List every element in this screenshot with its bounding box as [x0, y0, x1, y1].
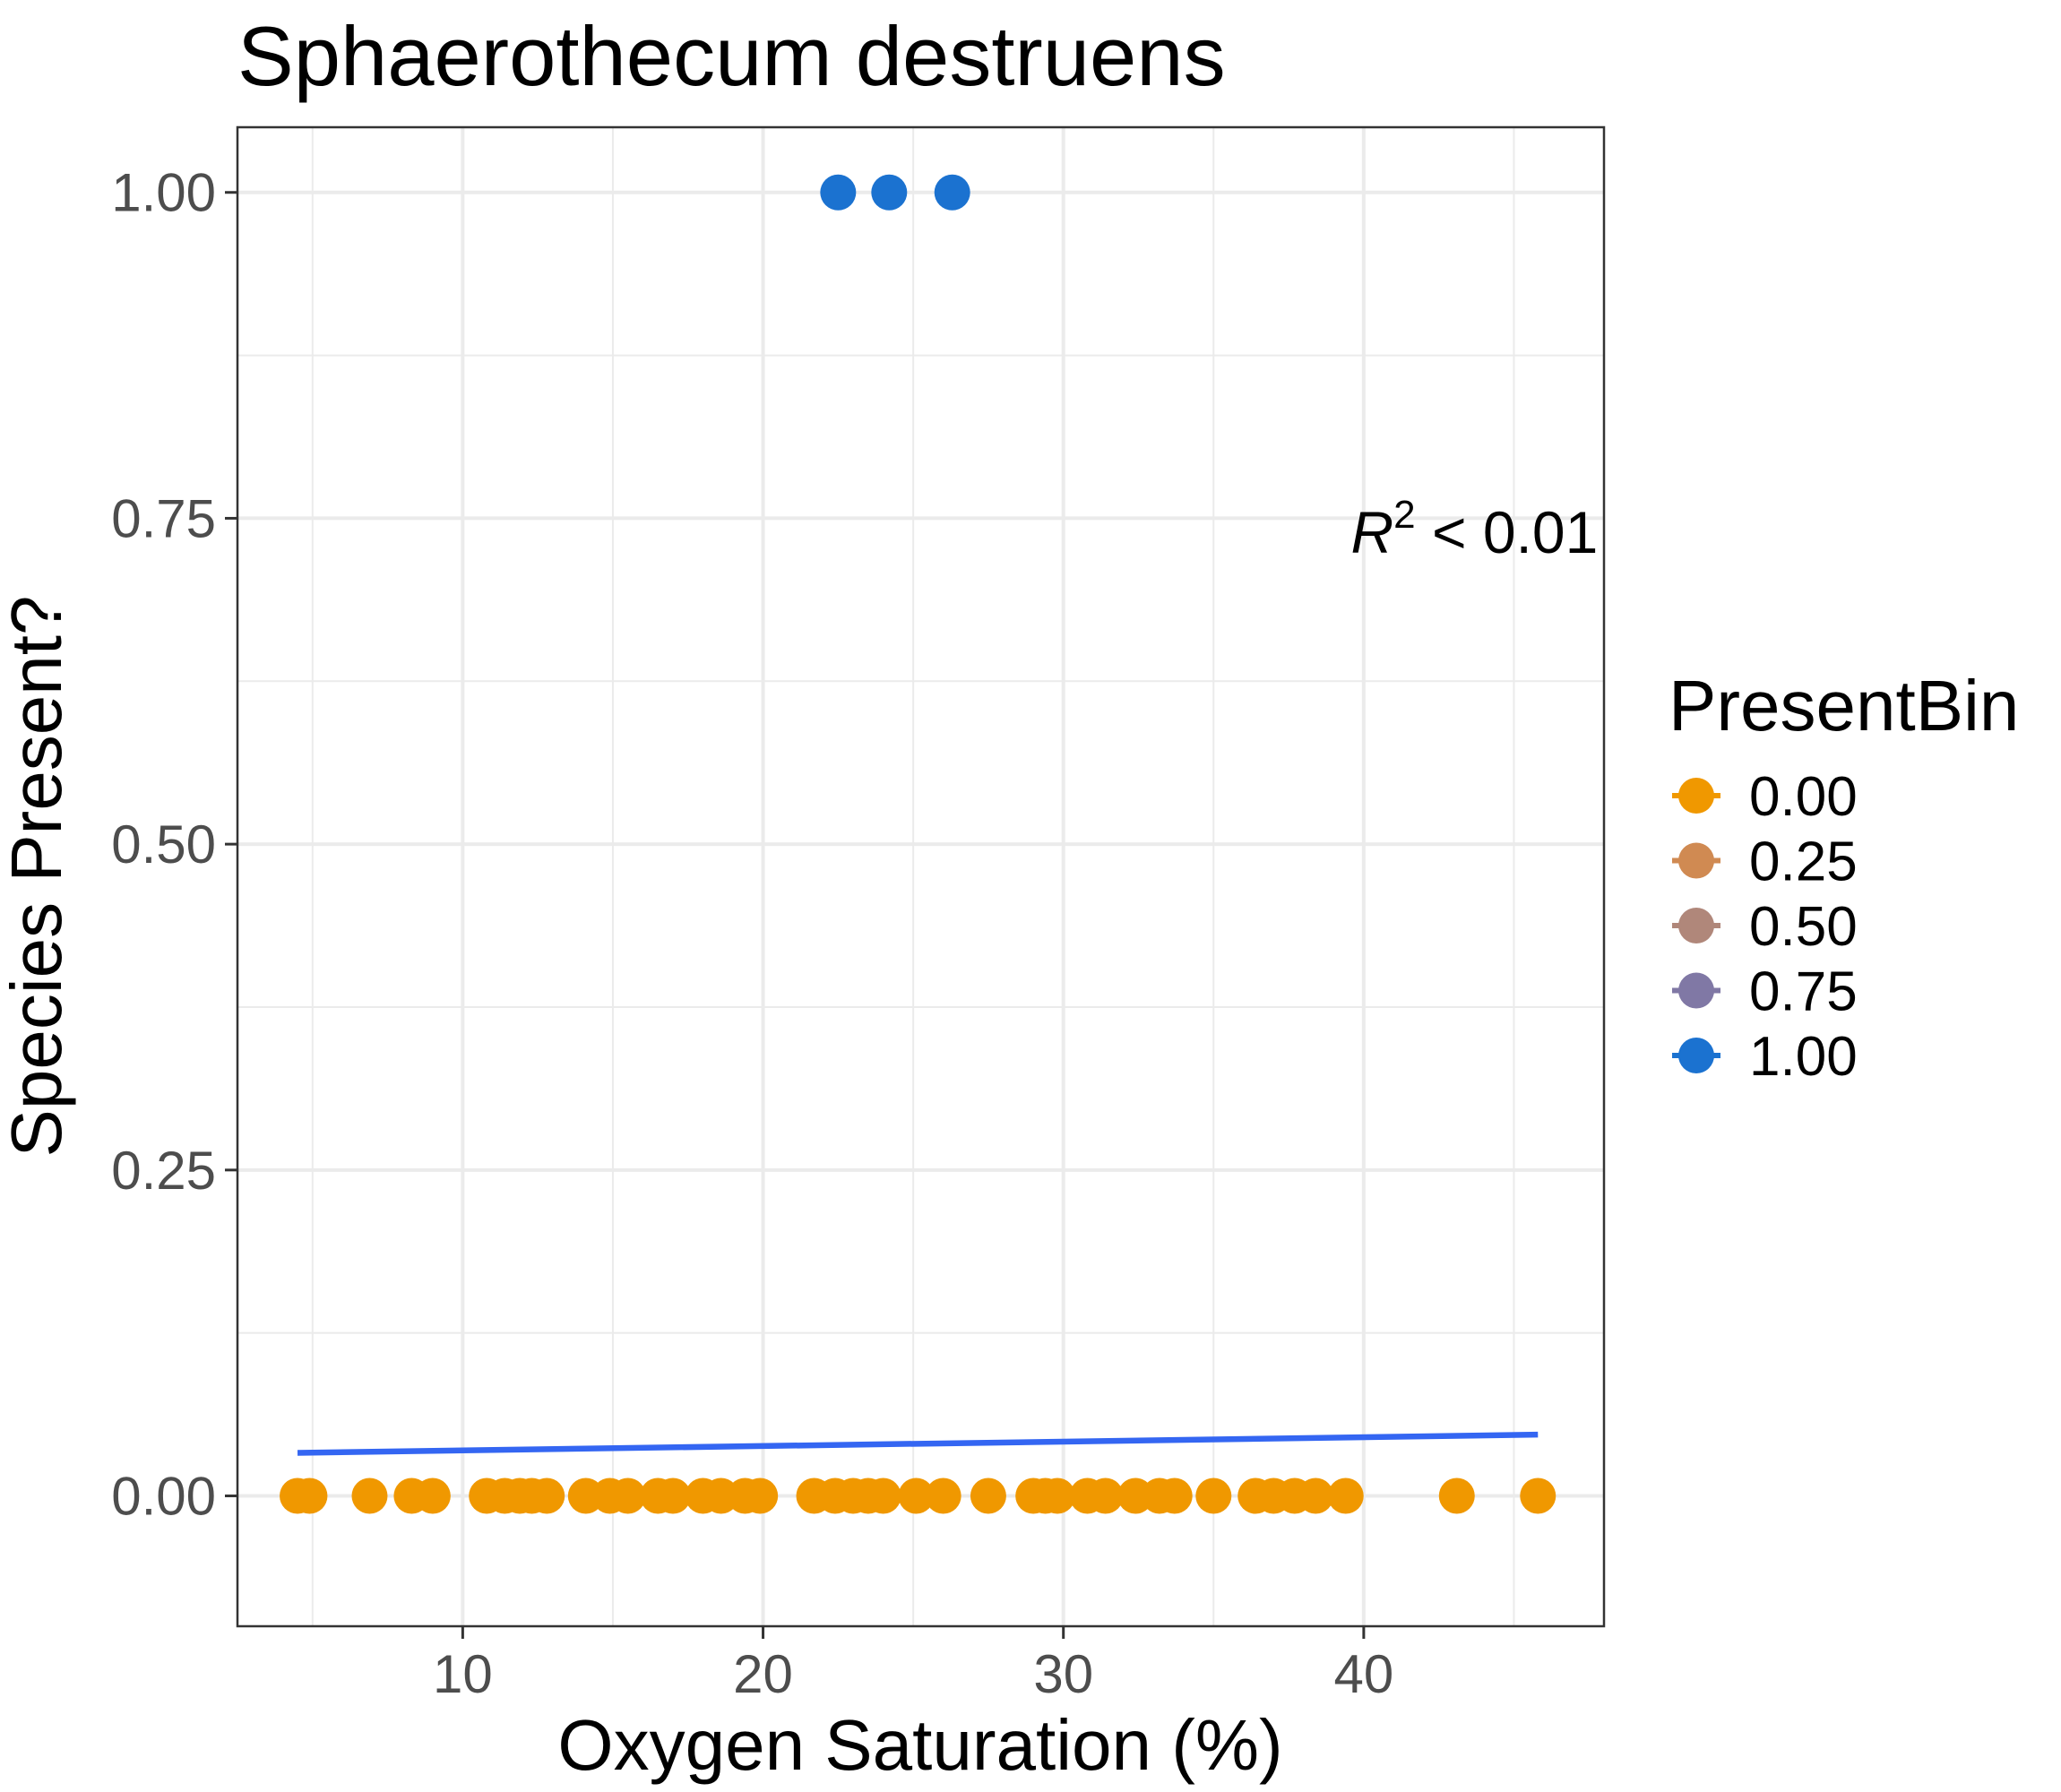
legend-entry-label: 1.00	[1749, 1026, 1858, 1088]
data-point-bin-0-00	[654, 1478, 691, 1514]
data-point-bin-0-00	[1298, 1478, 1334, 1514]
data-point-bin-0-00	[1195, 1478, 1232, 1514]
data-point-bin-0-00	[925, 1478, 962, 1514]
data-point-bin-0-00	[1327, 1478, 1364, 1514]
data-points	[280, 174, 1557, 1514]
legend-entry-label: 0.00	[1749, 766, 1858, 828]
r-squared-annotation: R2 < 0.01	[1350, 493, 1598, 565]
x-tick-label: 40	[1333, 1644, 1393, 1704]
data-point-bin-0-00	[898, 1478, 935, 1514]
x-tick-label: 20	[733, 1644, 793, 1704]
data-point-bin-0-00	[1087, 1478, 1124, 1514]
x-axis-ticks: 10 20 30 40	[433, 1626, 1393, 1704]
legend-key-dot	[1678, 778, 1714, 814]
legend-entry-label: 0.25	[1749, 831, 1858, 893]
trend-line	[297, 1431, 1539, 1456]
data-point-bin-0-00	[529, 1478, 565, 1514]
legend-entry-label: 0.50	[1749, 896, 1858, 958]
data-point-bin-1-00	[934, 174, 970, 211]
legend-entry-label: 0.75	[1749, 961, 1858, 1023]
data-point-bin-1-00	[871, 174, 908, 211]
data-point-bin-0-00	[351, 1478, 388, 1514]
y-tick-label: 0.75	[111, 488, 216, 548]
chart-title: Sphaerothecum destruens	[237, 9, 1226, 103]
y-tick-label: 0.25	[111, 1141, 216, 1201]
plot-background	[237, 127, 1604, 1626]
r-squared-symbol: R	[1350, 499, 1393, 565]
plot-border	[236, 125, 1606, 1628]
legend-key-dot	[1678, 842, 1714, 879]
legend: PresentBin 0.000.250.500.751.00	[1669, 666, 2019, 1088]
r-squared-superscript: 2	[1393, 493, 1415, 537]
x-tick-label: 10	[433, 1644, 493, 1704]
plot-panel	[236, 125, 1606, 1628]
y-tick-label: 0.00	[111, 1467, 216, 1527]
data-point-bin-0-00	[742, 1478, 779, 1514]
data-point-bin-0-00	[414, 1478, 451, 1514]
legend-key-dot	[1678, 908, 1714, 943]
y-tick-label: 0.50	[111, 814, 216, 874]
r-squared-value: < 0.01	[1416, 499, 1599, 565]
data-point-bin-0-00	[1156, 1478, 1193, 1514]
data-point-bin-1-00	[820, 174, 857, 211]
x-axis-title: Oxygen Saturation (%)	[557, 1705, 1282, 1785]
y-axis-ticks: 0.00 0.25 0.50 0.75 1.00	[111, 163, 237, 1527]
legend-key-dot	[1678, 1038, 1714, 1073]
x-tick-label: 30	[1033, 1644, 1093, 1704]
data-point-bin-0-00	[1520, 1478, 1557, 1514]
legend-title: PresentBin	[1669, 666, 2019, 745]
data-point-bin-0-00	[609, 1478, 646, 1514]
trend-line-layer	[297, 1431, 1539, 1456]
legend-entries: 0.000.250.500.751.00	[1672, 766, 1858, 1088]
data-point-bin-0-00	[865, 1478, 901, 1514]
data-point-bin-0-00	[970, 1478, 1006, 1514]
y-axis-title: Species Present?	[0, 595, 76, 1157]
data-point-bin-0-00	[291, 1478, 328, 1514]
data-point-bin-0-00	[1039, 1478, 1075, 1514]
data-point-bin-0-00	[1438, 1478, 1475, 1514]
y-tick-label: 1.00	[111, 163, 216, 223]
legend-key-dot	[1678, 972, 1714, 1009]
